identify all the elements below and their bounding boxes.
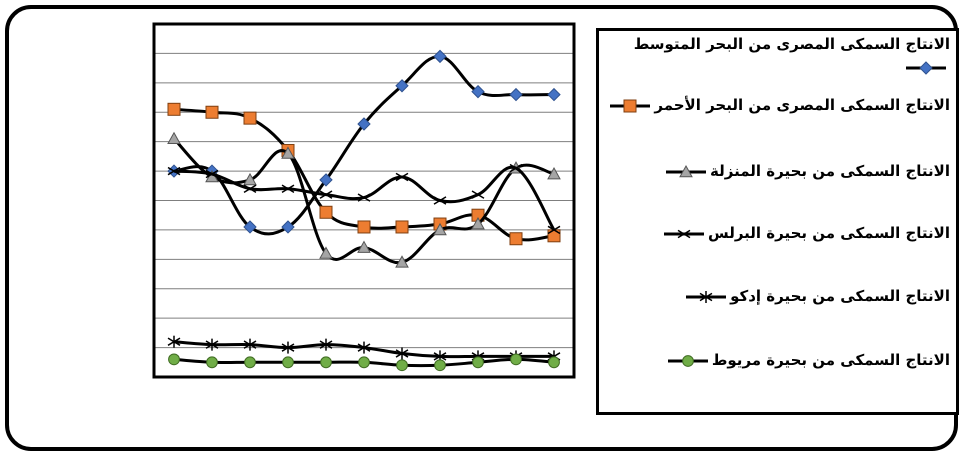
data-point — [509, 232, 523, 246]
data-point — [319, 205, 333, 219]
data-point — [471, 217, 485, 230]
data-point — [471, 84, 485, 99]
series-4 — [167, 163, 561, 235]
data-point — [357, 193, 371, 202]
legend-swatch — [906, 60, 946, 75]
data-point — [243, 172, 257, 186]
plot-border — [152, 22, 576, 379]
series-2 — [167, 102, 561, 246]
legend-label: الانتاج السمكى المصرى من البحر المتوسط — [633, 35, 950, 53]
data-point — [510, 353, 522, 366]
data-point — [168, 353, 180, 366]
data-point — [243, 184, 257, 193]
data-point — [433, 196, 447, 205]
data-point — [472, 356, 484, 369]
legend-label: الانتاج السمكى من بحيرة إدكو — [730, 287, 950, 305]
data-point — [319, 338, 333, 351]
data-point — [282, 356, 294, 369]
data-point — [205, 169, 219, 179]
data-point — [434, 359, 446, 372]
legend-item: الانتاج السمكى المصرى من البحر المتوسط — [603, 33, 950, 79]
legend-item: الانتاج السمكى من بحيرة مريوط — [603, 349, 950, 372]
legend-item: الانتاج السمكى المصرى من البحر الأحمر — [603, 94, 950, 117]
data-point — [319, 246, 333, 259]
legend-item: الانتاج السمكى من بحيرة إدكو — [603, 285, 950, 308]
legend-swatch — [666, 164, 707, 177]
data-point — [320, 356, 332, 369]
legend-swatch — [664, 229, 704, 238]
data-point — [167, 335, 181, 348]
data-point — [243, 220, 257, 234]
data-point — [395, 220, 409, 234]
series-5 — [167, 335, 561, 363]
data-point — [547, 87, 561, 102]
data-point — [509, 87, 523, 102]
data-point — [206, 356, 218, 369]
data-point — [357, 220, 371, 234]
data-point — [433, 222, 447, 236]
data-point — [167, 166, 181, 176]
data-point — [243, 338, 257, 351]
data-point — [396, 359, 408, 372]
data-point — [319, 173, 333, 187]
data-point — [167, 102, 181, 116]
legend-label: الانتاج السمكى من بحيرة البرلس — [708, 224, 950, 242]
legend-swatch — [610, 99, 651, 112]
series-layer — [167, 49, 561, 372]
series-3 — [167, 131, 561, 268]
data-point — [205, 105, 219, 119]
data-point — [509, 163, 523, 173]
data-point — [395, 347, 409, 360]
data-point — [357, 341, 371, 354]
data-point — [319, 190, 333, 199]
data-point — [547, 166, 561, 180]
legend-item: الانتاج السمكى من بحيرة المنزلة — [603, 160, 950, 183]
data-point — [395, 172, 409, 182]
legend: الانتاج السمكى المصرى من البحر المتوسط ال… — [596, 28, 959, 415]
legend-label: الانتاج السمكى من بحيرة المنزلة — [710, 162, 950, 180]
data-point — [547, 225, 561, 235]
data-point — [357, 240, 371, 253]
data-point — [281, 184, 295, 193]
data-point — [281, 220, 295, 234]
legend-item: الانتاج السمكى من بحيرة البرلس — [603, 222, 950, 245]
data-point — [205, 338, 219, 351]
data-point — [433, 49, 447, 64]
data-point — [281, 146, 295, 159]
gridlines — [154, 52, 574, 349]
data-point — [548, 356, 560, 369]
data-point — [167, 131, 181, 145]
data-point — [358, 356, 370, 369]
data-point — [281, 341, 295, 354]
data-point — [395, 255, 409, 268]
data-point — [357, 117, 371, 131]
data-point — [244, 356, 256, 369]
legend-label: الانتاج السمكى من بحيرة مريوط — [711, 351, 950, 369]
legend-swatch — [667, 354, 708, 367]
legend-label: الانتاج السمكى المصرى من البحر الأحمر — [654, 96, 950, 114]
series-6 — [168, 353, 560, 372]
data-point — [395, 79, 409, 93]
legend-swatch — [686, 290, 727, 303]
data-point — [243, 111, 257, 125]
data-point — [471, 190, 485, 199]
